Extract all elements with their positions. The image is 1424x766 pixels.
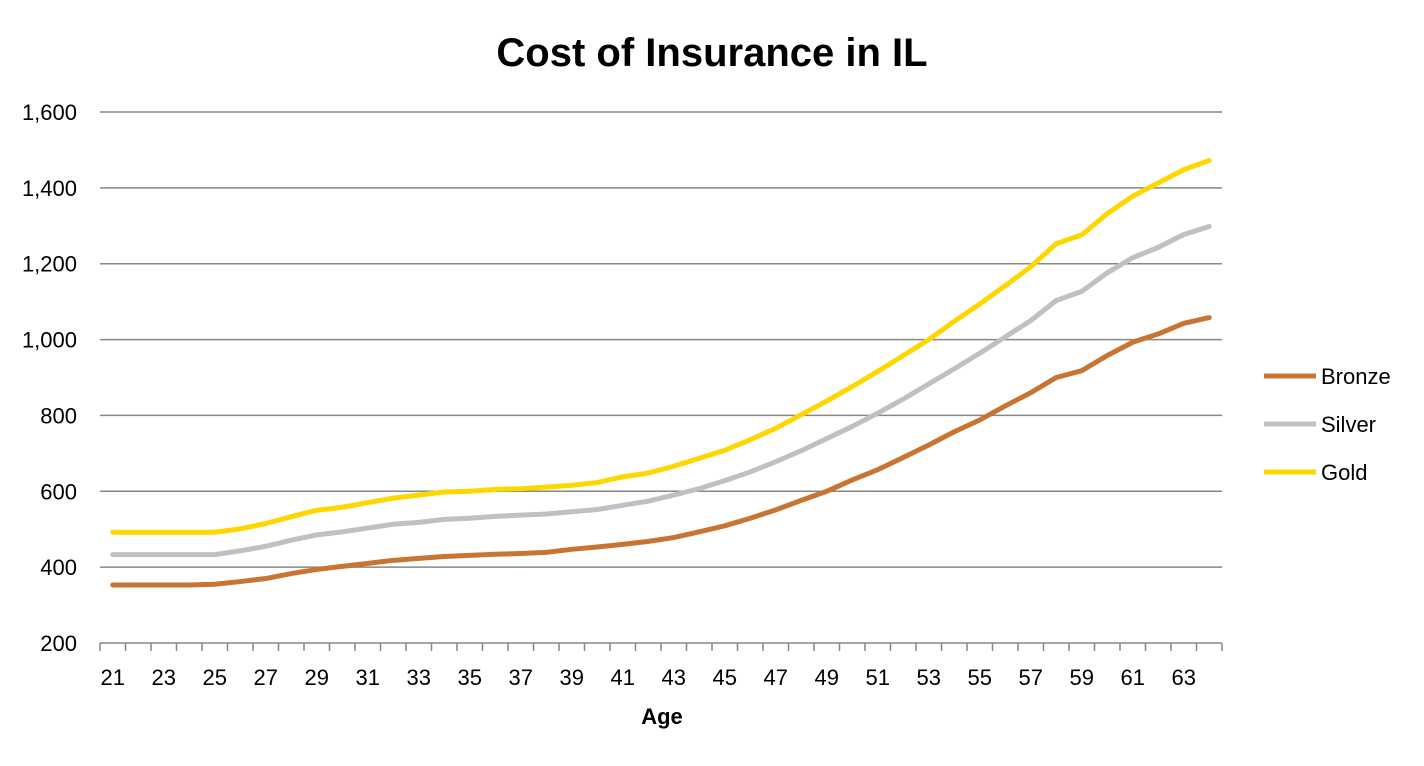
x-tick-label: 23 [152,665,176,690]
gridlines [100,111,1222,568]
y-tick-label: 800 [40,403,77,428]
x-tick-label: 27 [254,665,278,690]
x-tick-label: 59 [1070,665,1094,690]
y-tick-label: 400 [40,555,77,580]
x-tick-label: 35 [458,665,482,690]
x-tick-label: 51 [866,665,890,690]
x-tick-label: 33 [407,665,431,690]
x-axis: 21 23 25 27 29 31 33 35 37 39 41 43 45 47 49 51 53 55 57 59… [99,642,1223,690]
legend-label-silver: Silver [1321,412,1376,437]
x-axis-title: Age [641,704,683,729]
x-tick-label: 47 [764,665,788,690]
x-tick-label: 39 [560,665,584,690]
x-tick-label: 31 [356,665,380,690]
legend: Bronze Silver Gold [1264,364,1391,485]
x-tick-label: 49 [815,665,839,690]
x-tick-label: 29 [305,665,329,690]
y-tick-label: 1,400 [22,176,77,201]
x-tick-label: 25 [203,665,227,690]
x-tick-label: 61 [1121,665,1145,690]
y-tick-label: 1,000 [22,328,77,353]
y-tick-label: 200 [40,631,77,656]
x-tick-label: 21 [101,665,125,690]
y-tick-label: 1,200 [22,252,77,277]
x-tick-label: 63 [1172,665,1196,690]
legend-label-bronze: Bronze [1321,364,1391,389]
y-axis: 200 400 600 800 1,000 1,200 1,400 1,600 [22,100,77,656]
x-tick-label: 43 [662,665,686,690]
x-tick-label: 55 [968,665,992,690]
x-tick-label: 53 [917,665,941,690]
y-tick-label: 1,600 [22,100,77,125]
series-line-gold [110,158,1212,535]
x-tick-label: 45 [713,665,737,690]
chart-title: Cost of Insurance in IL [496,31,927,75]
x-tick-label: 37 [509,665,533,690]
x-tick-label: 57 [1019,665,1043,690]
x-tick-label: 41 [611,665,635,690]
series-line-bronze [110,315,1212,588]
legend-label-gold: Gold [1321,460,1367,485]
series-line-silver [110,224,1212,558]
y-tick-label: 600 [40,479,77,504]
series-lines [110,158,1212,588]
